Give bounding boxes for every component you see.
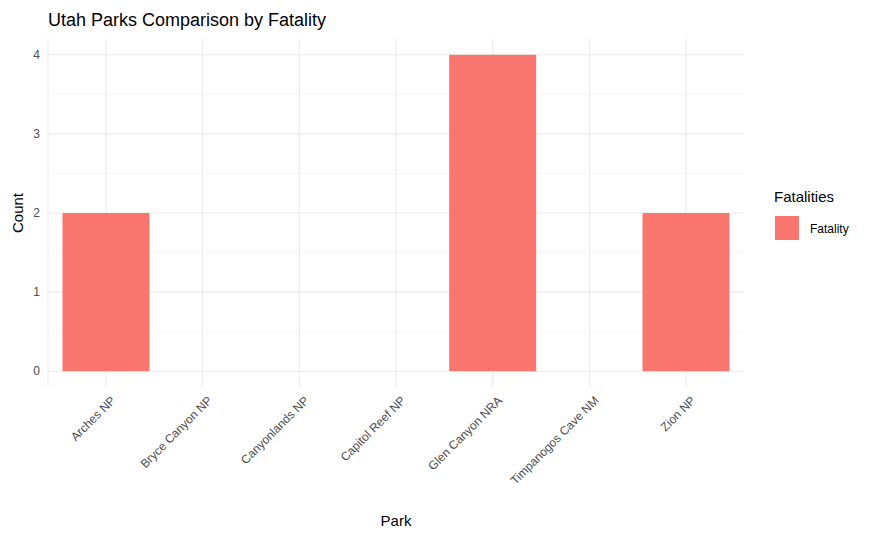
x-tick-label: Bryce Canyon NP [138, 393, 215, 470]
legend: Fatalities Fatality [774, 188, 849, 240]
bar [643, 213, 730, 371]
chart-svg: 0 1 2 3 4 Arches NP Bryce Canyon NP Canyonlands… [0, 0, 875, 540]
x-tick-label: Capitol Reef NP [338, 393, 409, 464]
bar [449, 55, 536, 371]
y-axis-label: Count [9, 192, 26, 233]
bar [256, 371, 343, 372]
x-tick-label: Canyonlands NP [238, 393, 312, 467]
bar [63, 213, 150, 371]
x-tick-label: Glen Canyon NRA [425, 393, 505, 473]
y-tick-label: 1 [33, 285, 40, 299]
y-axis-line [48, 39, 49, 387]
legend-title: Fatalities [774, 188, 834, 205]
x-tick-label: Zion NP [658, 393, 699, 434]
bar [353, 371, 440, 372]
x-tick-label: Timpanogos Cave NM [508, 393, 602, 487]
bar [159, 371, 246, 372]
x-tick-label: Arches NP [68, 393, 118, 443]
x-grid-line [202, 39, 203, 387]
x-axis-label: Park [381, 512, 412, 529]
x-grid-line [299, 39, 300, 387]
x-grid-line [395, 39, 396, 387]
y-tick-label: 3 [33, 127, 40, 141]
legend-key [775, 216, 799, 240]
legend-label: Fatality [810, 222, 849, 236]
bars [63, 55, 730, 371]
bar [546, 371, 633, 372]
y-tick-label: 2 [33, 206, 40, 220]
y-tick-label: 0 [33, 364, 40, 378]
chart-container: 0 1 2 3 4 Arches NP Bryce Canyon NP Canyonlands… [0, 0, 875, 540]
title: Utah Parks Comparison by Fatality [48, 10, 326, 30]
grid [48, 39, 744, 387]
y-tick-label: 4 [33, 48, 40, 62]
x-grid-line [589, 39, 590, 387]
